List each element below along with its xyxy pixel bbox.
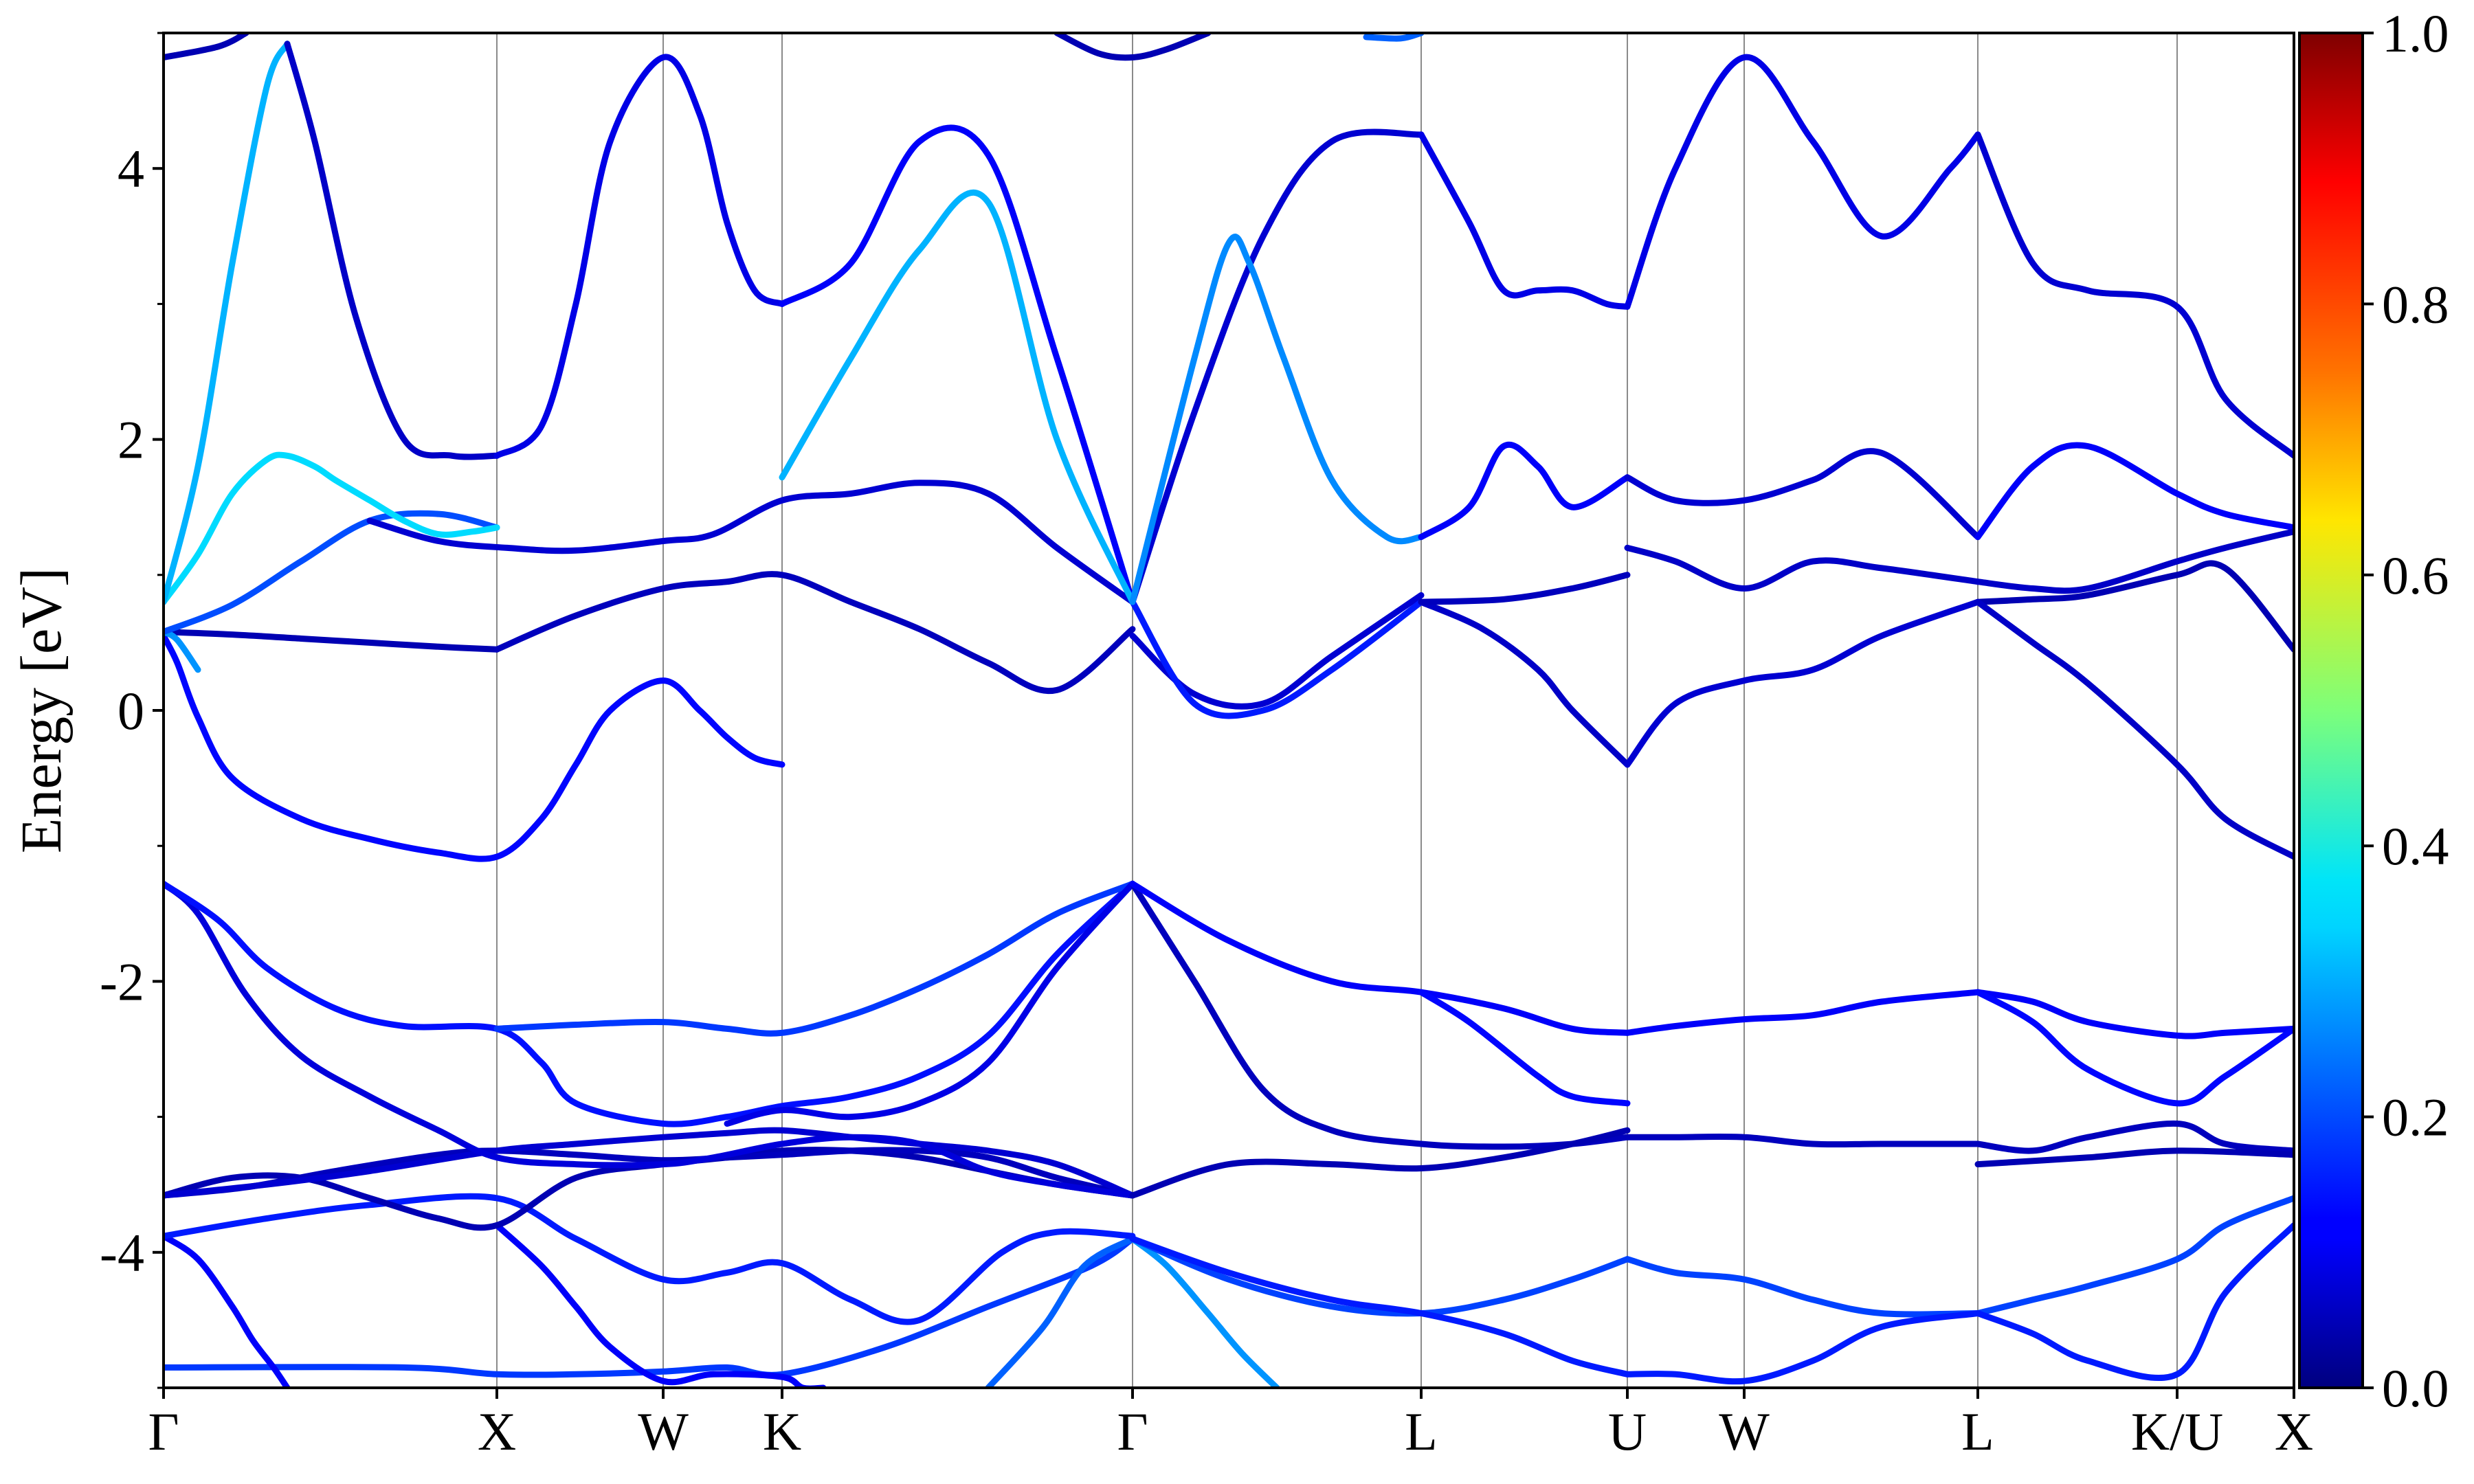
band-line xyxy=(1974,528,2294,594)
colorbar-tick-label: 0.6 xyxy=(2382,546,2449,605)
y-tick-label: 0 xyxy=(118,681,144,741)
band-line xyxy=(1129,880,1631,1150)
y-axis-label: Energy [eV] xyxy=(10,567,74,853)
band-line xyxy=(724,880,1136,1127)
band-line xyxy=(1418,598,1631,768)
band-line xyxy=(1624,1310,1981,1385)
band-line xyxy=(1418,572,1631,605)
colorbar-ticks: 0.0 0.2 0.4 0.6 0.8 1.0 xyxy=(2363,3,2449,1418)
band-line xyxy=(493,571,1136,695)
band-line xyxy=(1974,1147,2294,1168)
kpoint-label: X xyxy=(478,1402,516,1461)
band-lines xyxy=(164,33,2294,1388)
band-line xyxy=(1974,989,2294,1039)
band-line xyxy=(164,633,785,862)
band-line xyxy=(1129,880,1631,1036)
band-line xyxy=(1418,989,1631,1107)
band-line xyxy=(164,1235,1136,1378)
band-line xyxy=(1129,592,1425,710)
kpoint-label: Γ xyxy=(1117,1402,1148,1461)
band-line xyxy=(493,54,785,459)
band-line xyxy=(1129,234,1425,605)
y-tick-label: -4 xyxy=(100,1223,144,1283)
kpoint-label: K xyxy=(763,1402,801,1461)
band-line xyxy=(366,480,1136,605)
colorbar-tick-label: 0.2 xyxy=(2382,1088,2449,1147)
band-line xyxy=(164,510,500,636)
band-line xyxy=(1974,989,2294,1107)
band-line xyxy=(164,629,500,653)
band-line xyxy=(1624,989,1981,1036)
band-line xyxy=(1129,1235,1631,1378)
band-line xyxy=(164,451,500,605)
plot-frame xyxy=(162,32,2295,1389)
kpoint-label: L xyxy=(1405,1402,1438,1461)
band-line xyxy=(164,1127,1136,1199)
band-line xyxy=(1624,1133,1981,1148)
band-line xyxy=(1974,131,2294,459)
band-line xyxy=(493,880,1136,1037)
band-line xyxy=(1974,1195,2294,1316)
x-axis-kpoint-labels: Γ X W K Γ L U W L K/U X xyxy=(148,1388,2313,1461)
band-line xyxy=(1129,1235,1280,1388)
band-line xyxy=(1054,33,1212,61)
colorbar-tick-label: 0.8 xyxy=(2382,274,2449,334)
band-line xyxy=(1974,1120,2294,1154)
kpoint-label: K/U xyxy=(2131,1402,2223,1461)
kpoint-label: Γ xyxy=(148,1402,179,1461)
colorbar-tick-label: 1.0 xyxy=(2382,3,2449,63)
colorbar-tick-label: 0.0 xyxy=(2382,1358,2449,1418)
band-line xyxy=(1974,1222,2294,1382)
band-line xyxy=(1974,598,2294,860)
kpoint-label: U xyxy=(1608,1402,1647,1461)
band-line xyxy=(1624,598,1981,768)
band-line xyxy=(164,1233,291,1388)
band-line xyxy=(1624,544,1981,592)
band-line xyxy=(1624,448,1981,541)
kpoint-label: W xyxy=(638,1402,689,1461)
colorbar xyxy=(2298,32,2364,1389)
y-tick-label: -2 xyxy=(100,952,144,1011)
kpoint-label: W xyxy=(1719,1402,1770,1461)
band-line xyxy=(1129,598,1425,719)
band-line xyxy=(164,880,1136,1199)
band-line xyxy=(493,1222,827,1388)
band-line xyxy=(1418,441,1631,541)
band-line xyxy=(164,33,249,60)
colorbar-tick-label: 0.4 xyxy=(2382,816,2449,876)
kpoint-label: X xyxy=(2275,1402,2313,1461)
band-line xyxy=(1363,33,1425,42)
band-line xyxy=(985,1235,1136,1388)
band-line xyxy=(779,189,1136,605)
kpoint-label: L xyxy=(1961,1402,1994,1461)
kpoint-gridlines xyxy=(496,33,2178,1388)
y-tick-label: 2 xyxy=(118,410,144,470)
band-line xyxy=(284,41,500,460)
band-line xyxy=(779,124,1136,605)
band-line xyxy=(164,880,1136,1127)
band-line xyxy=(1624,1256,1981,1318)
band-line xyxy=(1129,1127,1631,1199)
band-line xyxy=(164,1193,1136,1325)
band-line xyxy=(1129,1235,1631,1317)
band-line xyxy=(164,41,291,605)
band-line xyxy=(1418,131,1631,310)
band-line xyxy=(1974,560,2294,653)
y-tick-label: 4 xyxy=(118,139,144,199)
y-axis-ticks: 4 2 0 -2 -4 xyxy=(100,32,164,1389)
band-line xyxy=(1624,54,1981,310)
band-line xyxy=(1974,442,2294,541)
